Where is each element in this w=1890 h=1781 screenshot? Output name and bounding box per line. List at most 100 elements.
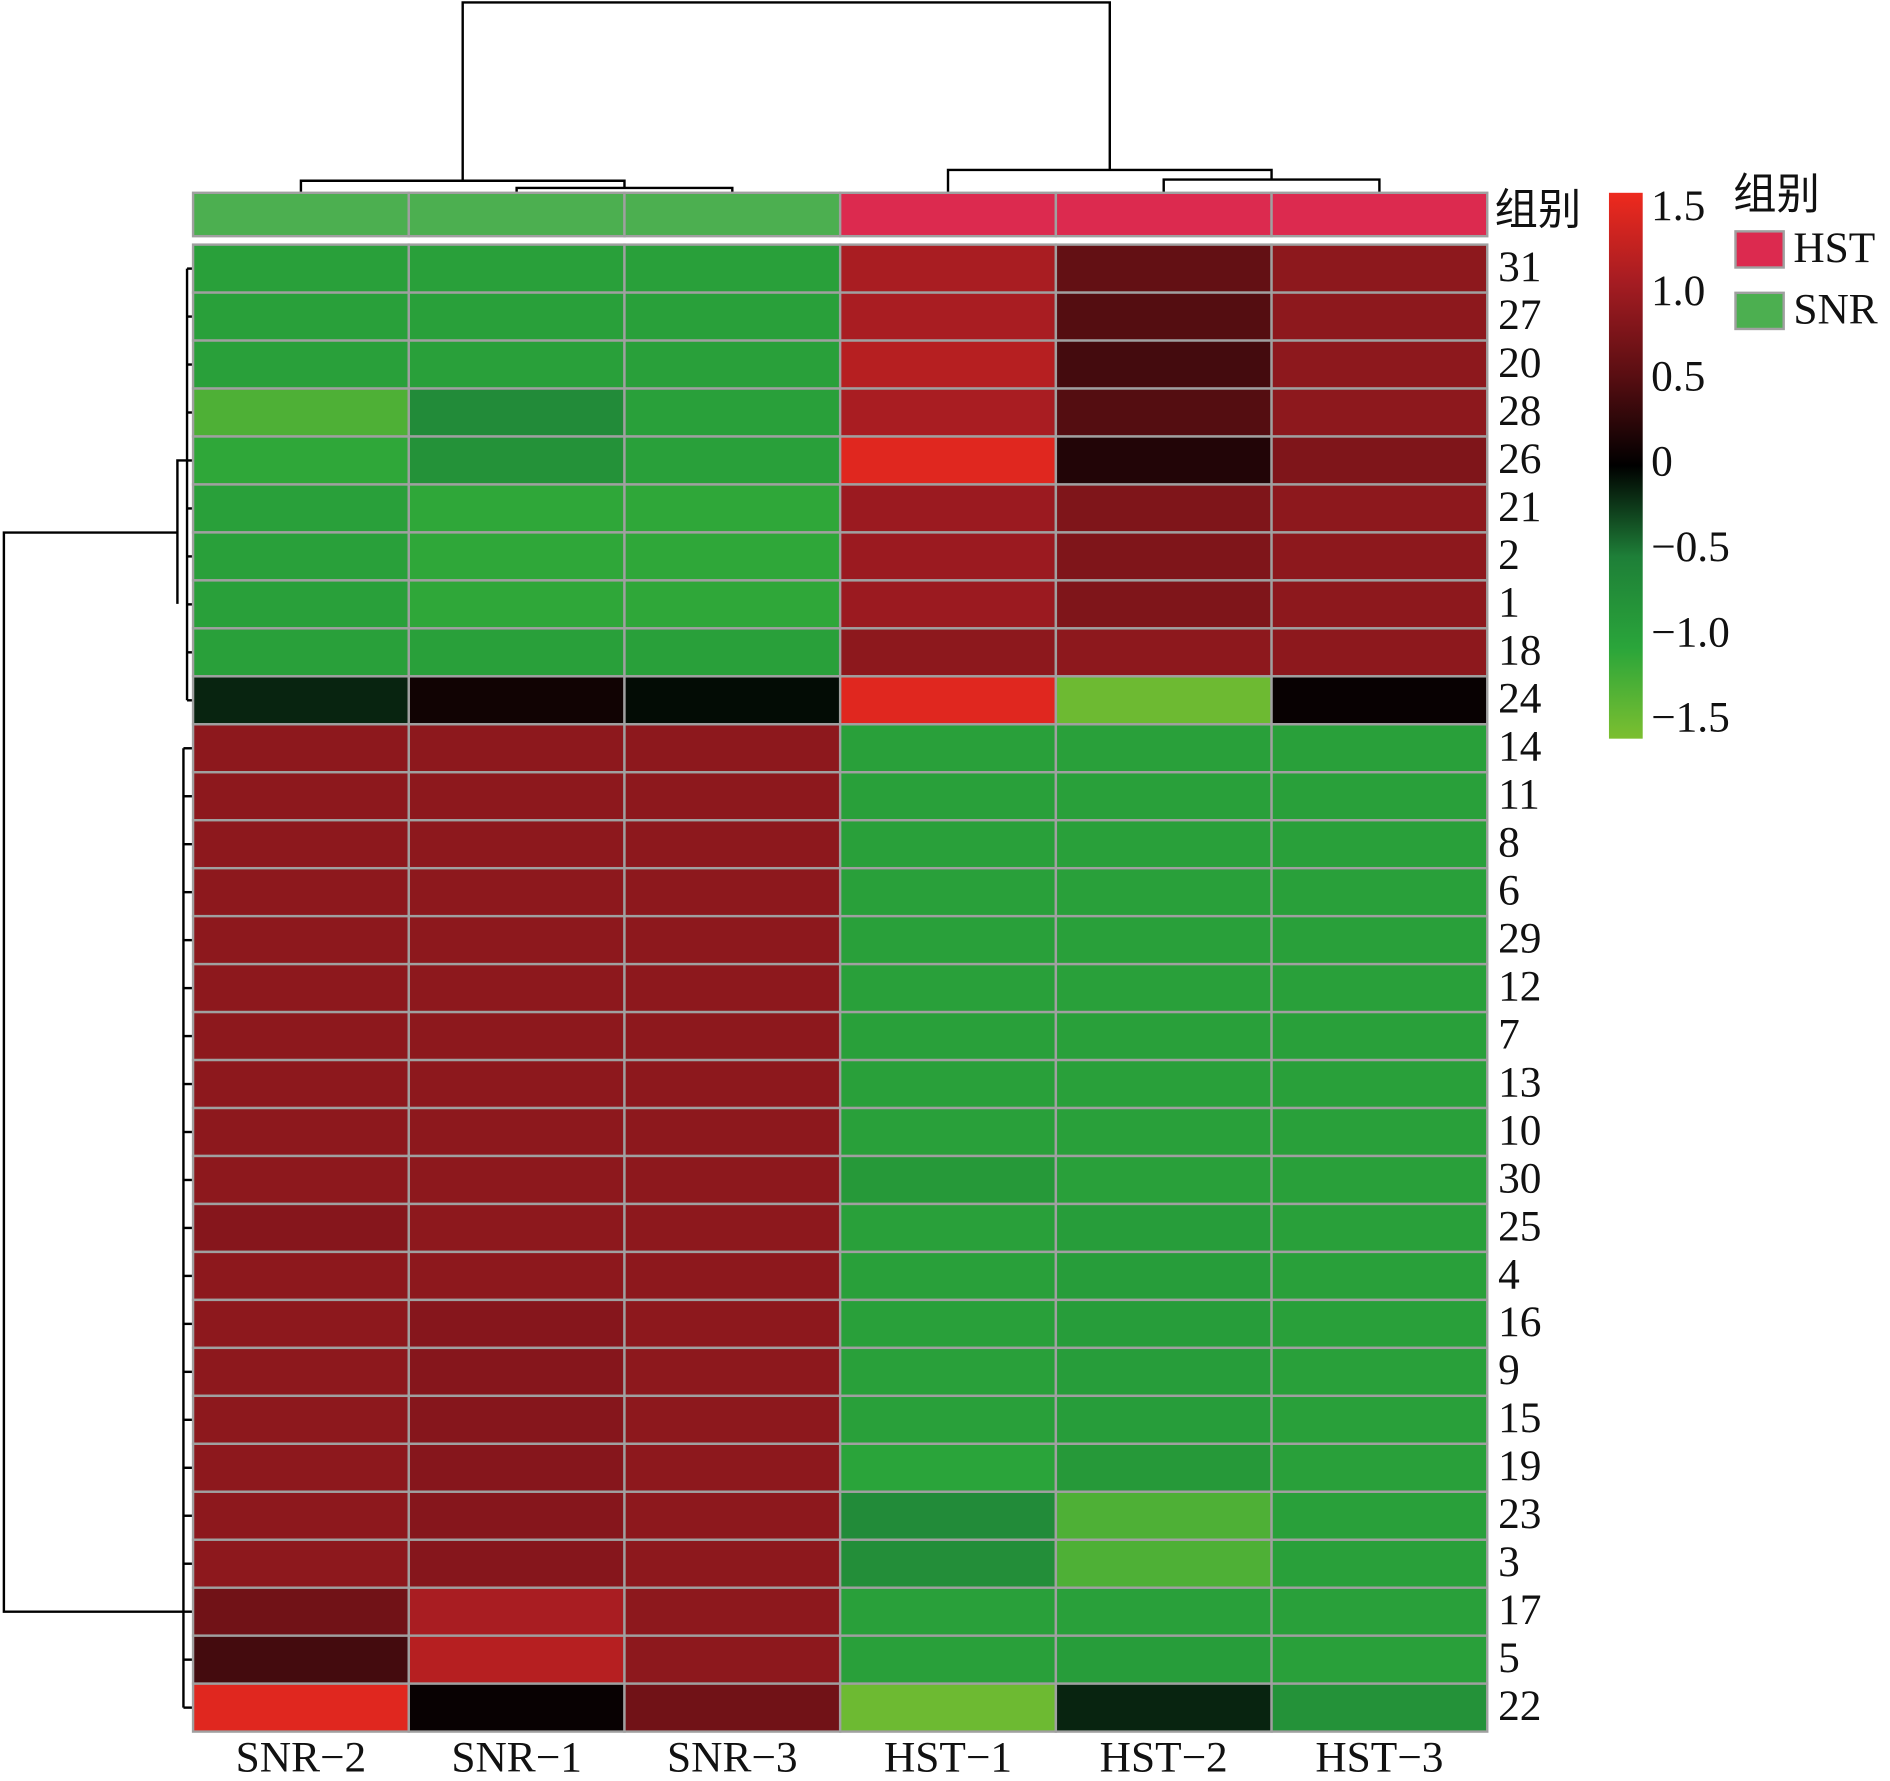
heat-cell	[1054, 914, 1273, 966]
heat-cell	[191, 1634, 410, 1685]
heat-cell	[407, 1682, 626, 1733]
heat-cell	[623, 1490, 842, 1541]
heat-cell	[1054, 1298, 1273, 1350]
heat-cell	[623, 819, 842, 870]
heat-cell	[407, 483, 626, 534]
heat-cell	[1270, 1154, 1489, 1206]
heat-cell	[1054, 387, 1273, 438]
row-label: 29	[1498, 915, 1541, 963]
heat-cell	[191, 627, 410, 678]
heat-cell	[838, 579, 1058, 630]
annotation-label: 组别	[1494, 186, 1581, 234]
group-cell	[407, 191, 626, 238]
row-label: 2	[1498, 531, 1520, 579]
heat-cell	[191, 1298, 410, 1350]
heat-cell	[838, 1298, 1058, 1350]
heat-cell	[407, 627, 626, 678]
heat-cell	[623, 1154, 842, 1206]
group-cell	[1270, 191, 1489, 238]
heat-cell	[838, 1346, 1058, 1398]
heat-cell	[838, 819, 1058, 870]
heat-cell	[838, 627, 1058, 678]
heat-cell	[838, 1682, 1058, 1733]
heat-cell	[191, 435, 410, 486]
row-label: 7	[1498, 1010, 1520, 1058]
heat-cell	[1270, 579, 1489, 630]
legend-title: 组别	[1733, 171, 1820, 219]
column-label: HST−1	[884, 1734, 1012, 1781]
heat-cell	[1054, 771, 1273, 822]
group-cell	[191, 191, 410, 238]
heat-cell	[1054, 1394, 1273, 1445]
heat-cell	[407, 1394, 626, 1445]
heat-cell	[191, 1490, 410, 1541]
heat-cell	[1270, 291, 1489, 342]
legend-swatch	[1734, 291, 1785, 331]
heat-cell	[1270, 387, 1489, 438]
heat-cell	[1054, 531, 1273, 582]
heat-cell	[191, 1202, 410, 1254]
row-label: 10	[1498, 1106, 1541, 1154]
column-label: SNR−2	[236, 1734, 367, 1781]
heat-cell	[838, 962, 1058, 1014]
heat-cell	[1054, 1106, 1273, 1158]
heat-cell	[838, 1634, 1058, 1685]
heat-cell	[407, 1586, 626, 1637]
heat-cell	[838, 435, 1058, 486]
heat-cell	[1054, 243, 1273, 294]
heat-cell	[1270, 771, 1489, 822]
dendrogram	[2, 1, 1381, 1709]
dendrogram-branch	[1162, 178, 1381, 193]
heat-cell	[1054, 435, 1273, 486]
row-label: 9	[1498, 1346, 1520, 1394]
heat-cell	[191, 339, 410, 390]
heat-cell	[1054, 1202, 1273, 1254]
heat-cell	[838, 914, 1058, 966]
heat-cell	[407, 387, 626, 438]
heat-cell	[623, 962, 842, 1014]
heat-cell	[838, 1490, 1058, 1541]
heat-cell	[407, 1202, 626, 1254]
heat-cell	[1270, 1442, 1489, 1493]
heat-cell	[1054, 1010, 1273, 1062]
row-label: 22	[1498, 1682, 1541, 1730]
heat-cell	[1054, 723, 1273, 774]
heat-cell	[1270, 1538, 1489, 1589]
heat-cell	[838, 1538, 1058, 1589]
heat-cell	[838, 1010, 1058, 1062]
heat-cell	[1054, 1154, 1273, 1206]
heat-cell	[191, 866, 410, 918]
heat-cell	[1054, 962, 1273, 1014]
heat-cell	[407, 819, 626, 870]
dendrogram-branch	[461, 1, 1111, 181]
heat-cell	[407, 339, 626, 390]
heat-cell	[191, 914, 410, 966]
heat-cell	[623, 1586, 842, 1637]
row-label: 23	[1498, 1490, 1541, 1538]
heat-cell	[1054, 1634, 1273, 1685]
heat-cell	[407, 1442, 626, 1493]
row-label: 5	[1498, 1634, 1520, 1682]
row-label: 3	[1498, 1538, 1520, 1586]
heat-cell	[1054, 627, 1273, 678]
heat-cell	[191, 387, 410, 438]
heat-cell	[623, 771, 842, 822]
heat-cell	[623, 1394, 842, 1445]
heat-cell	[407, 1298, 626, 1350]
heat-cell	[407, 1058, 626, 1110]
heat-cell	[623, 387, 842, 438]
heat-cell	[1270, 1010, 1489, 1062]
heat-cell	[1270, 1394, 1489, 1445]
colorbar-tick-label: 0	[1651, 438, 1673, 486]
row-label: 15	[1498, 1394, 1541, 1442]
heat-cell	[191, 1586, 410, 1637]
group-cell	[838, 191, 1058, 238]
heat-cell	[191, 1058, 410, 1110]
heat-cell	[407, 962, 626, 1014]
group-cell	[623, 191, 842, 238]
heat-cell	[1054, 483, 1273, 534]
colorbar-tick-label: 1.5	[1651, 182, 1705, 230]
heat-cell	[1270, 1634, 1489, 1685]
column-label: SNR−1	[451, 1734, 582, 1781]
heat-cell	[623, 339, 842, 390]
